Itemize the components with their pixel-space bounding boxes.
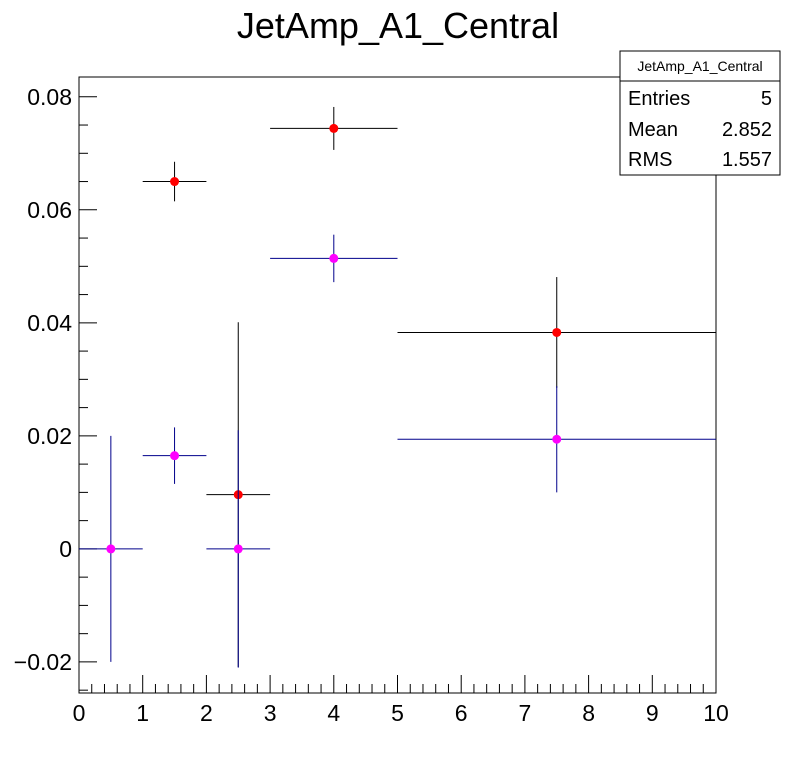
- x-tick-label: 3: [264, 700, 277, 726]
- y-tick-label: 0.08: [27, 84, 72, 110]
- y-tick-label: 0.04: [27, 310, 72, 336]
- data-series: [79, 106, 716, 668]
- x-tick-label: 9: [646, 700, 659, 726]
- x-tick-label: 7: [519, 700, 532, 726]
- series-1: [142, 106, 716, 668]
- data-point: [329, 123, 339, 133]
- x-tick-label: 2: [200, 700, 213, 726]
- chart-title: JetAmp_A1_Central: [237, 5, 559, 46]
- series-2: [79, 234, 716, 668]
- x-tick-label: 6: [455, 700, 468, 726]
- x-tick-label: 0: [73, 700, 86, 726]
- data-point: [233, 544, 243, 554]
- stats-rms-label: RMS: [628, 149, 672, 171]
- stats-box-frame: [619, 50, 781, 176]
- data-point: [329, 253, 339, 263]
- y-tick-label: 0.02: [27, 423, 72, 449]
- data-point: [552, 434, 562, 444]
- x-tick-label: 4: [327, 700, 340, 726]
- data-point: [170, 177, 180, 187]
- data-point: [106, 544, 116, 554]
- stats-box: JetAmp_A1_Central Entries 5 Mean 2.852 R…: [619, 50, 781, 176]
- stats-entries-value: 5: [761, 88, 772, 110]
- stats-entries-label: Entries: [628, 88, 690, 110]
- y-tick-label: −0.02: [14, 649, 72, 675]
- data-point: [170, 451, 180, 461]
- x-tick-label: 1: [136, 700, 149, 726]
- y-tick-label: 0.06: [27, 197, 72, 223]
- x-tick-label: 8: [582, 700, 595, 726]
- y-tick-label: 0: [59, 536, 72, 562]
- x-tick-label: 5: [391, 700, 404, 726]
- stats-box-title: JetAmp_A1_Central: [637, 58, 762, 74]
- x-tick-label: 10: [703, 700, 729, 726]
- stats-rms-value: 1.557: [722, 149, 772, 171]
- data-point: [552, 327, 562, 337]
- stats-mean-value: 2.852: [722, 119, 772, 141]
- stats-mean-label: Mean: [628, 119, 678, 141]
